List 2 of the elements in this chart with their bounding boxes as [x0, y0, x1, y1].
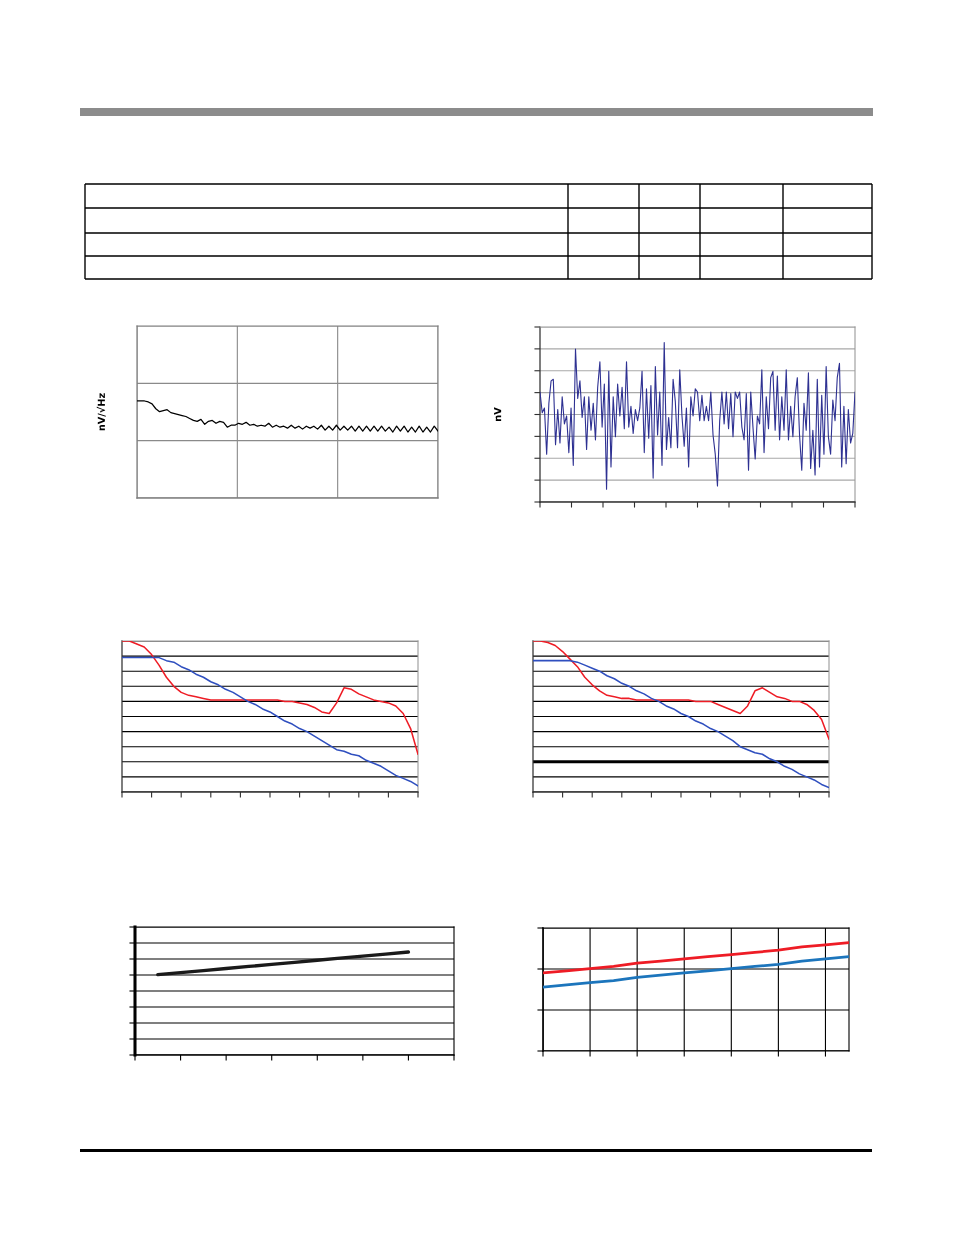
- y-axis-title: nV: [494, 407, 502, 421]
- y-axis-title: nV/√Hz: [96, 393, 106, 431]
